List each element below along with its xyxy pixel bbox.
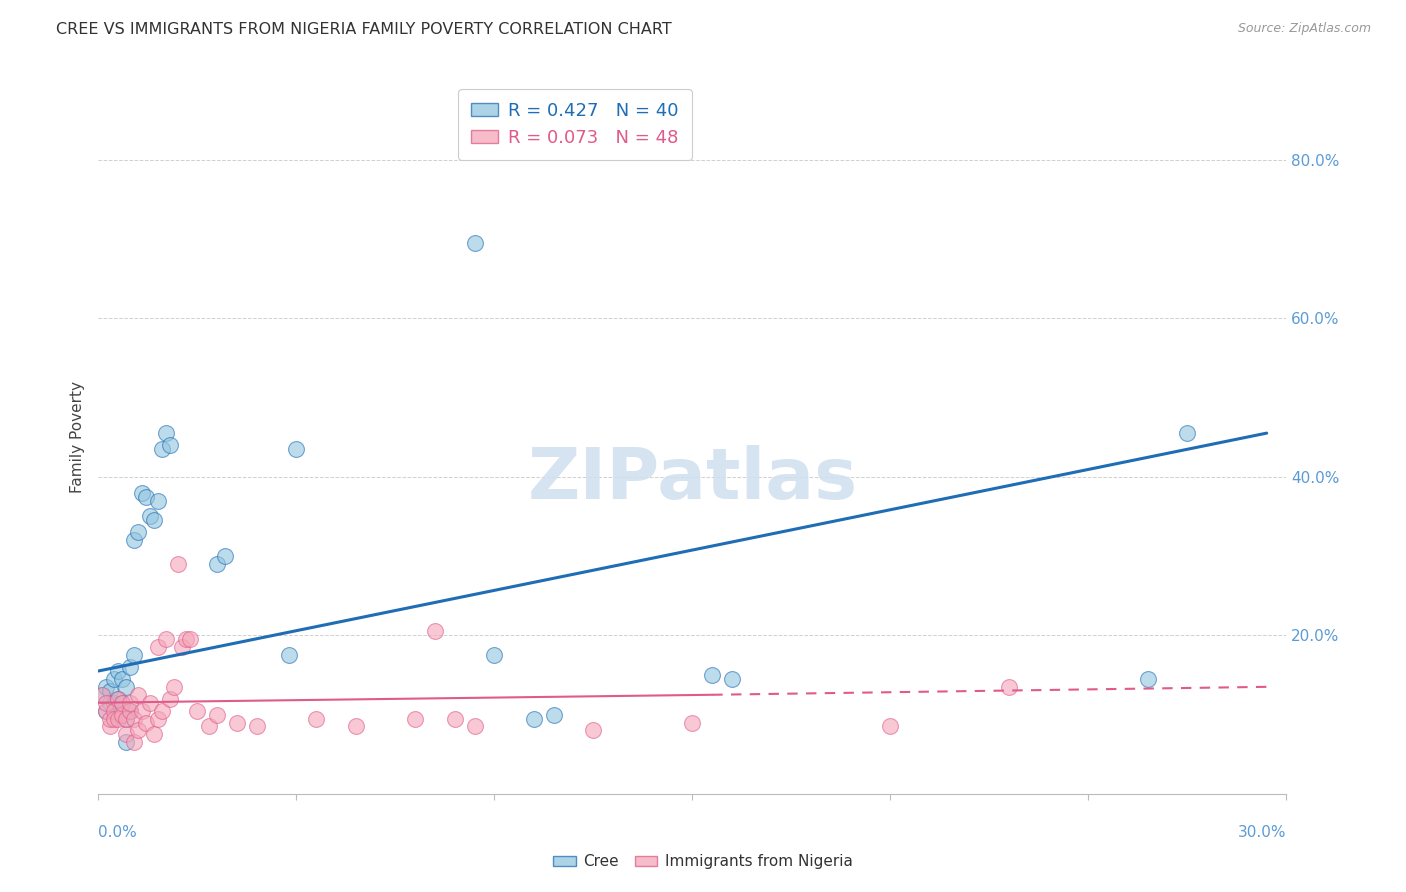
Point — [96, 704, 118, 718]
Text: 0.0%: 0.0% — [98, 825, 138, 840]
Y-axis label: Family Poverty: Family Poverty — [70, 381, 86, 493]
Point — [146, 712, 169, 726]
Point — [150, 704, 173, 718]
Point — [226, 715, 249, 730]
Point — [120, 704, 142, 718]
Legend: Cree, Immigrants from Nigeria: Cree, Immigrants from Nigeria — [547, 848, 859, 875]
Point — [91, 688, 114, 702]
Point — [115, 680, 138, 694]
Point — [107, 691, 129, 706]
Point — [127, 525, 149, 540]
Point — [120, 660, 142, 674]
Point — [721, 672, 744, 686]
Point — [103, 712, 125, 726]
Point — [98, 712, 121, 726]
Point — [103, 704, 125, 718]
Point — [120, 696, 142, 710]
Point — [96, 696, 118, 710]
Point — [122, 735, 145, 749]
Point — [115, 712, 138, 726]
Point — [107, 691, 129, 706]
Point — [484, 648, 506, 662]
Point — [155, 426, 177, 441]
Point — [107, 664, 129, 678]
Point — [98, 719, 121, 733]
Text: 30.0%: 30.0% — [1239, 825, 1286, 840]
Point — [103, 696, 125, 710]
Point — [135, 715, 157, 730]
Point — [111, 707, 134, 722]
Point — [198, 719, 221, 733]
Point — [111, 696, 134, 710]
Point — [98, 683, 121, 698]
Point — [179, 632, 201, 647]
Point — [277, 648, 299, 662]
Legend: R = 0.427   N = 40, R = 0.073   N = 48: R = 0.427 N = 40, R = 0.073 N = 48 — [458, 89, 692, 160]
Point — [96, 680, 118, 694]
Point — [246, 719, 269, 733]
Point — [122, 712, 145, 726]
Text: ZIPatlas: ZIPatlas — [527, 445, 858, 515]
Point — [682, 715, 704, 730]
Point — [107, 712, 129, 726]
Point — [107, 707, 129, 722]
Point — [998, 680, 1021, 694]
Point — [111, 696, 134, 710]
Point — [1177, 426, 1199, 441]
Point — [91, 688, 114, 702]
Point — [142, 727, 165, 741]
Point — [159, 438, 181, 452]
Point — [1136, 672, 1159, 686]
Point — [139, 509, 162, 524]
Point — [127, 688, 149, 702]
Point — [122, 533, 145, 548]
Point — [464, 719, 486, 733]
Point — [115, 735, 138, 749]
Point — [344, 719, 367, 733]
Point — [285, 442, 308, 456]
Point — [207, 707, 229, 722]
Point — [150, 442, 173, 456]
Point — [305, 712, 328, 726]
Point — [879, 719, 901, 733]
Point — [146, 640, 169, 655]
Point — [464, 235, 486, 250]
Point — [131, 485, 153, 500]
Point — [159, 691, 181, 706]
Point — [523, 712, 546, 726]
Point — [174, 632, 197, 647]
Point — [207, 557, 229, 571]
Point — [115, 727, 138, 741]
Point — [214, 549, 236, 563]
Point — [135, 490, 157, 504]
Point — [127, 723, 149, 738]
Point — [444, 712, 467, 726]
Point — [139, 696, 162, 710]
Point — [543, 707, 565, 722]
Point — [131, 704, 153, 718]
Point — [155, 632, 177, 647]
Point — [186, 704, 208, 718]
Point — [96, 704, 118, 718]
Point — [702, 668, 724, 682]
Point — [122, 648, 145, 662]
Point — [115, 712, 138, 726]
Point — [111, 672, 134, 686]
Point — [98, 696, 121, 710]
Point — [142, 513, 165, 527]
Point — [163, 680, 186, 694]
Point — [103, 672, 125, 686]
Point — [404, 712, 426, 726]
Point — [166, 557, 188, 571]
Point — [423, 624, 446, 639]
Text: Source: ZipAtlas.com: Source: ZipAtlas.com — [1237, 22, 1371, 36]
Point — [170, 640, 193, 655]
Text: CREE VS IMMIGRANTS FROM NIGERIA FAMILY POVERTY CORRELATION CHART: CREE VS IMMIGRANTS FROM NIGERIA FAMILY P… — [56, 22, 672, 37]
Point — [146, 493, 169, 508]
Point — [582, 723, 605, 738]
Point — [120, 704, 142, 718]
